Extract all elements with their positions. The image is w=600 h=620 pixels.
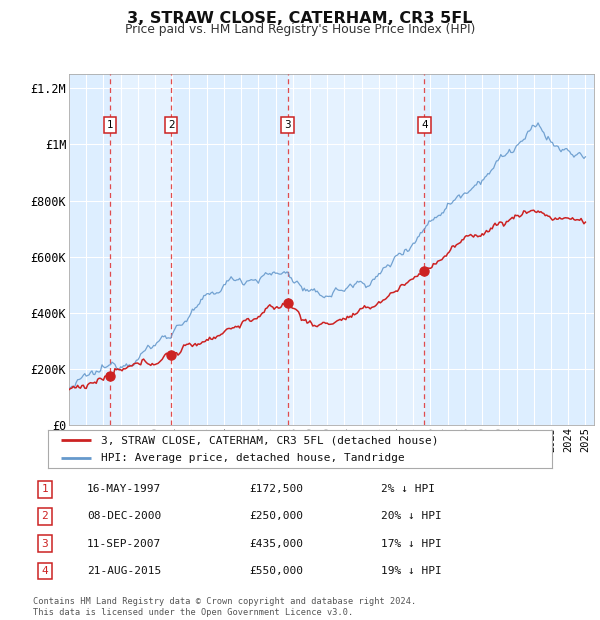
Text: 1: 1 (41, 484, 49, 494)
Text: HPI: Average price, detached house, Tandridge: HPI: Average price, detached house, Tand… (101, 453, 404, 463)
Text: 08-DEC-2000: 08-DEC-2000 (87, 512, 161, 521)
Text: £250,000: £250,000 (249, 512, 303, 521)
Bar (110, 74, 171, 425)
Text: 3, STRAW CLOSE, CATERHAM, CR3 5FL (detached house): 3, STRAW CLOSE, CATERHAM, CR3 5FL (detac… (101, 435, 439, 445)
Text: 2% ↓ HPI: 2% ↓ HPI (381, 484, 435, 494)
Text: 1: 1 (106, 120, 113, 130)
Text: 2: 2 (41, 512, 49, 521)
Text: 3: 3 (41, 539, 49, 549)
Text: £435,000: £435,000 (249, 539, 303, 549)
Text: 21-AUG-2015: 21-AUG-2015 (87, 566, 161, 576)
Text: £172,500: £172,500 (249, 484, 303, 494)
Text: £550,000: £550,000 (249, 566, 303, 576)
Text: Contains HM Land Registry data © Crown copyright and database right 2024.
This d: Contains HM Land Registry data © Crown c… (33, 598, 416, 617)
Text: 4: 4 (421, 120, 428, 130)
Text: 4: 4 (41, 566, 49, 576)
Bar (287, 74, 424, 425)
Text: 19% ↓ HPI: 19% ↓ HPI (381, 566, 442, 576)
Text: 3: 3 (284, 120, 291, 130)
Text: 17% ↓ HPI: 17% ↓ HPI (381, 539, 442, 549)
Text: 11-SEP-2007: 11-SEP-2007 (87, 539, 161, 549)
Text: 20% ↓ HPI: 20% ↓ HPI (381, 512, 442, 521)
Text: 2: 2 (168, 120, 175, 130)
Text: 16-MAY-1997: 16-MAY-1997 (87, 484, 161, 494)
Text: 3, STRAW CLOSE, CATERHAM, CR3 5FL: 3, STRAW CLOSE, CATERHAM, CR3 5FL (127, 11, 473, 25)
Text: Price paid vs. HM Land Registry's House Price Index (HPI): Price paid vs. HM Land Registry's House … (125, 23, 475, 36)
